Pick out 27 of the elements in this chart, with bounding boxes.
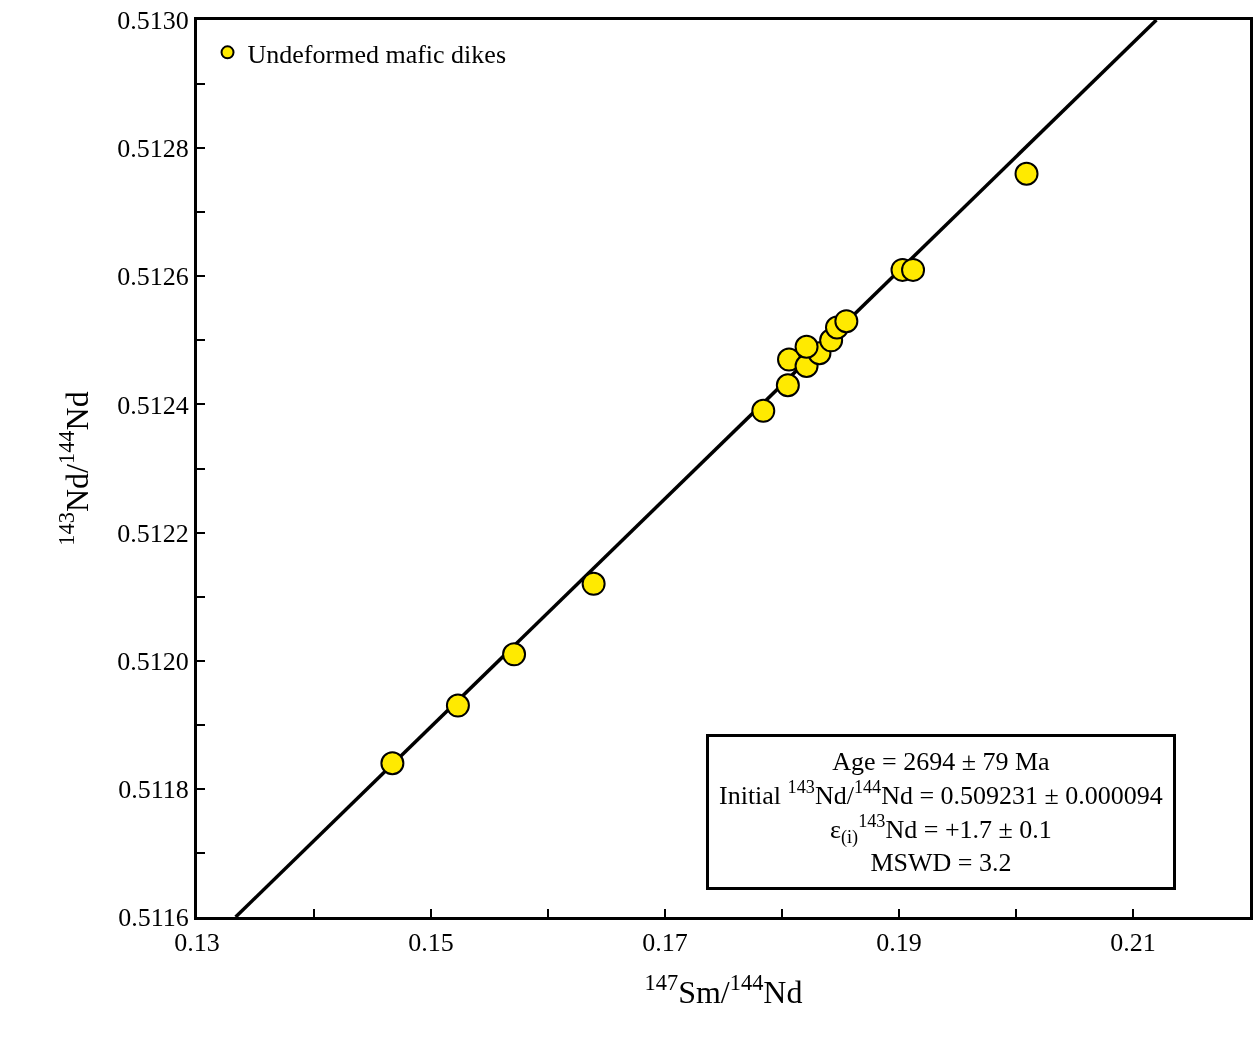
legend-label: Undeformed mafic dikes — [247, 39, 506, 69]
point — [775, 373, 800, 398]
annotation: Initial $^{143}$Nd/$^{144}$Nd = 0.509231 ± 0.000094 — [719, 776, 1163, 810]
y-tick-label: 0.5124 — [117, 390, 189, 420]
point — [751, 398, 776, 423]
annotation: ε$_{(i)}$$^{143}$Nd = +1.7 ± 0.1 — [830, 810, 1052, 849]
y-tick-label: 0.5128 — [117, 134, 189, 164]
point — [581, 571, 606, 596]
x-tick-label: 0.17 — [642, 928, 688, 958]
point — [380, 751, 405, 776]
point — [794, 334, 819, 359]
point — [834, 309, 859, 334]
annotation: Age = 2694 ± 79 Ma — [832, 747, 1051, 776]
y-tick-label: 0.5120 — [117, 646, 189, 676]
point — [445, 693, 470, 718]
point — [502, 642, 527, 667]
y-tick-label: 0.5126 — [117, 262, 189, 292]
point — [1014, 161, 1039, 186]
y-tick-label: 0.5122 — [117, 518, 189, 548]
y-tick-label: 0.5118 — [118, 774, 189, 804]
annotation: MSWD = 3.2 — [870, 848, 1012, 878]
x-tick-label: 0.15 — [408, 928, 454, 958]
x-axis-title: $^{147}$Sm/$^{144}$Nd — [644, 969, 803, 1011]
x-tick-label: 0.21 — [1110, 928, 1156, 958]
point — [901, 257, 926, 282]
y-tick-label: 0.5130 — [117, 6, 189, 36]
x-tick-label: 0.19 — [876, 928, 922, 958]
